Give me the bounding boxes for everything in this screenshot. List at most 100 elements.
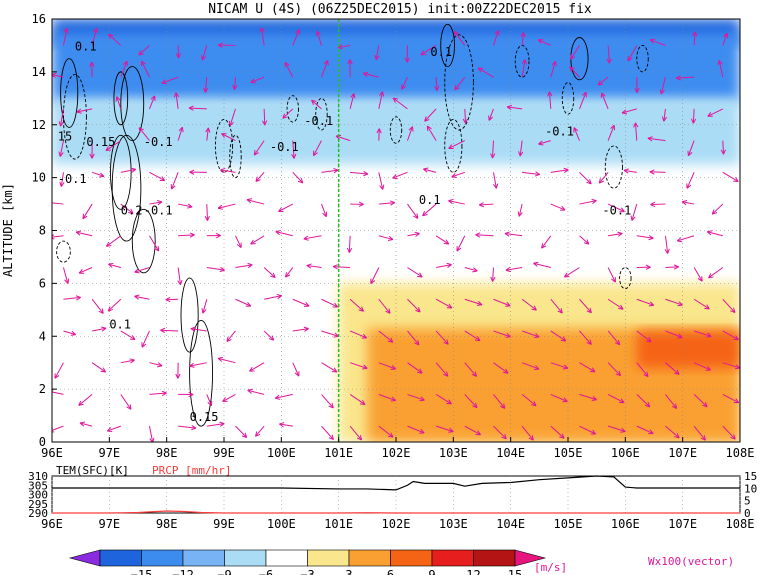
wind-vector-137 [350,201,364,207]
wind-vector-292 [676,235,695,243]
wind-vector-119 [321,362,338,373]
wind-vector-136 [346,235,353,253]
x-tick-label-6: 102E [382,446,411,460]
wind-vector-128 [320,60,329,78]
contour-label-7: -0.1 [545,124,574,138]
wind-vector-200 [490,267,496,282]
surface-left-tick-2: 300 [28,489,48,502]
wind-vector-50 [141,60,150,78]
wind-vector-277 [665,298,683,307]
wind-vector-97 [250,235,265,245]
wind-vector-52 [178,425,197,431]
wind-vector-149 [378,235,394,241]
wind-vector-116 [292,29,301,46]
wind-vector-99 [255,172,265,182]
wind-vector-196 [493,394,506,409]
contour-1 [63,74,87,160]
y-tick-label-6: 12 [32,118,46,132]
wind-vector-101 [261,108,268,126]
wind-vector-250 [607,330,621,346]
wind-vector-166 [392,97,408,110]
x-tick-label-1: 97E [98,446,120,460]
wind-vector-221 [550,425,565,439]
wind-vector-96 [263,267,276,279]
colorbar-label-0: −15 [131,568,153,575]
wind-vector-224 [550,330,567,342]
contour-label-1: -0.1 [144,135,173,149]
wind-vector-68 [190,326,207,332]
contour-15 [444,119,463,173]
y-tick-label-1: 2 [39,382,46,396]
wind-vector-259 [606,45,612,64]
wind-vector-199 [493,298,511,307]
wind-vector-263 [636,330,652,343]
vector-scale-label: Wx100(vector) [648,555,734,568]
wind-vector-203 [492,172,499,189]
surface-x-tick-6: 102E [382,517,411,531]
wind-vector-12 [62,27,69,46]
wind-vector-181 [420,45,437,56]
wind-vector-92 [247,388,265,395]
wind-vector-234 [579,425,597,435]
wind-vector-153 [378,91,385,109]
contour-0 [60,58,79,128]
y-tick-label-8: 16 [32,12,46,26]
wind-vector-188 [456,235,466,252]
wind-vector-239 [564,267,580,278]
colorbar-unit: [m/s] [534,561,567,574]
wind-vector-57 [177,267,183,286]
wind-vector-8 [59,172,65,187]
colorbar-swatch-4 [224,549,267,567]
y-tick-label-5: 10 [32,171,46,185]
contour-label-9: 15 [58,130,72,144]
contour-13 [315,97,328,131]
wind-vector-125 [321,168,339,174]
colorbar-label-7: 9 [428,568,435,575]
wind-vector-282 [647,136,666,142]
wind-vector-195 [493,425,507,440]
contour-label-2: -0.1 [270,140,299,154]
wind-vector-123 [303,235,322,241]
legend-precipitation: PRCP [mm/hr] [152,464,231,477]
y-axis-label: ALTITUDE [km] [1,183,15,277]
wind-vector-133 [349,330,368,339]
surface-left-tick-3: 295 [28,498,48,511]
x-tick-label-3: 99E [213,446,235,460]
wind-vector-38 [108,33,122,46]
wind-vector-194 [453,30,466,46]
wind-vector-201 [475,232,494,238]
x-tick-label-12: 108E [726,446,755,460]
wind-vector-228 [550,203,566,211]
wind-vector-285 [649,38,666,46]
colorbar-swatch-5 [265,549,308,567]
contour-label-12: -0.1 [144,204,173,218]
wind-vector-162 [407,231,420,237]
x-tick-label-0: 96E [41,446,63,460]
wind-vector-309 [707,108,724,117]
wind-vector-66 [206,394,213,407]
wind-vector-222 [550,393,568,403]
chart-title: NICAM U (4S) (06Z25DEC2015) init:00Z22DE… [208,2,592,17]
wind-vector-198 [493,330,511,338]
wind-vector-183 [464,394,478,409]
wind-vector-287 [693,394,708,408]
wind-vector-121 [321,298,339,308]
wind-vector-207 [492,30,500,46]
wind-vector-278 [665,264,679,270]
surface-right-tick-2: 5 [744,495,751,508]
wind-vector-184 [464,362,477,377]
wind-vector-44 [134,267,150,274]
colorbar-swatch-3 [182,549,225,567]
wind-vector-245 [569,66,580,78]
wind-vector-176 [422,203,437,217]
wind-vector-295 [687,140,695,157]
contour-label-8: -0.1 [602,204,631,218]
surface-x-tick-12: 108E [726,517,755,531]
wind-vector-135 [332,264,351,270]
wind-vector-310 [717,60,724,78]
wind-vector-230 [538,140,551,146]
wind-vector-249 [607,362,622,377]
contour-label-4: -0.1 [58,172,87,186]
